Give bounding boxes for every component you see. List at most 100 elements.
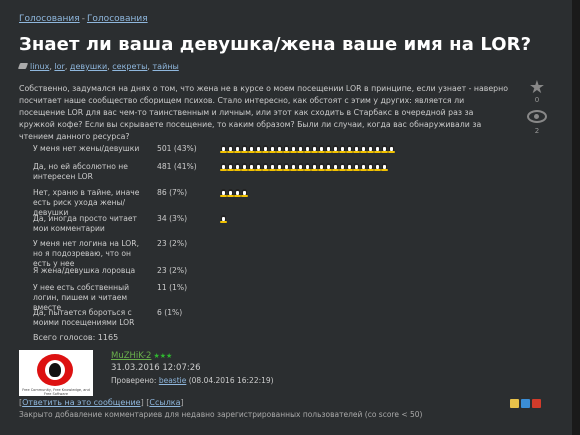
tux-icon — [262, 163, 269, 171]
tux-icon — [227, 145, 234, 153]
tux-icon — [388, 145, 395, 153]
tux-icon — [318, 163, 325, 171]
author-card: Free Community, Free Knowledge, and Free… — [19, 349, 549, 397]
tag-sekrety[interactable]: секреты — [112, 62, 148, 71]
tux-icon — [283, 163, 290, 171]
topic-actions: ★ 0 2 — [526, 77, 548, 135]
poll-option-count: 11 (1%) — [157, 283, 188, 292]
tux-icon — [381, 145, 388, 153]
tux-icon — [290, 163, 297, 171]
tag-lor[interactable]: lor — [54, 62, 65, 71]
poll-option-label: Да, пытается бороться с моими посещениям… — [33, 308, 135, 327]
tux-icon — [367, 163, 374, 171]
tag-devushki[interactable]: девушки — [69, 62, 108, 71]
topic-body: Собственно, задумался на днях о том, что… — [19, 84, 508, 141]
tux-icon — [269, 145, 276, 153]
breadcrumb-separator: - — [81, 14, 85, 24]
tux-icon — [332, 163, 339, 171]
poll-option-label: У нее есть собственный логин, пишем и чи… — [33, 283, 130, 312]
tux-icon — [325, 163, 332, 171]
author-link[interactable]: MuZHiK-2 — [111, 351, 152, 361]
juick-icon[interactable] — [510, 399, 519, 408]
tux-icon — [276, 163, 283, 171]
poll-option-count: 481 (41%) — [157, 162, 197, 171]
star-count: 0 — [534, 96, 540, 104]
poll-option-count: 501 (43%) — [157, 144, 197, 153]
tux-icon — [234, 189, 241, 197]
poll-option-label: Я жена/девушка лоровца — [33, 266, 136, 275]
poll-option-label: Да, иногда просто читает мои комментарии — [33, 214, 137, 233]
poll-option-count: 34 (3%) — [157, 214, 188, 223]
tux-icon — [220, 145, 227, 153]
tux-icon — [241, 145, 248, 153]
poll-option-label: Нет, храню в тайне, иначе есть риск уход… — [33, 188, 140, 217]
tux-icon — [318, 145, 325, 153]
comments-closed-note: Закрыто добавление комментариев для неда… — [19, 410, 423, 419]
tux-icon — [248, 163, 255, 171]
bracket-mid: ] [ — [140, 398, 150, 407]
star-icon[interactable]: ★ — [528, 77, 546, 98]
tux-icon — [220, 215, 227, 223]
reply-link[interactable]: Ответить на это сообщение — [22, 398, 141, 407]
tux-icon — [234, 163, 241, 171]
poll-bar — [220, 145, 395, 153]
tag-linux[interactable]: linux — [30, 62, 50, 71]
approver-link[interactable]: beastie — [158, 376, 187, 385]
tux-icon — [353, 145, 360, 153]
tux-icon — [332, 145, 339, 153]
tux-icon — [297, 163, 304, 171]
tag-tainy[interactable]: тайны — [152, 62, 179, 71]
tux-icon — [255, 145, 262, 153]
poll-option-count: 86 (7%) — [157, 188, 188, 197]
breadcrumb-link-polls-2[interactable]: Голосования — [86, 14, 148, 24]
tux-icon — [290, 145, 297, 153]
poll-option-label: Да, но ей абсолютно не интересен LOR — [33, 162, 128, 181]
bracket-close: ] — [180, 398, 184, 407]
tux-icon — [325, 145, 332, 153]
tux-icon — [304, 145, 311, 153]
poll-bar — [220, 215, 227, 223]
scrollbar[interactable] — [572, 0, 580, 435]
tux-icon — [339, 145, 346, 153]
tux-icon — [360, 163, 367, 171]
author-stars: ★★★ — [153, 352, 173, 360]
eye-icon[interactable] — [527, 110, 547, 123]
google-plus-icon[interactable] — [532, 399, 541, 408]
tux-icon — [346, 145, 353, 153]
tag-separator: , — [49, 62, 55, 71]
watch-count: 2 — [534, 127, 540, 135]
poll-total: Всего голосов: 1165 — [33, 333, 119, 342]
tag-list: linux, lor, девушки, секреты, тайны — [17, 62, 179, 71]
tux-icon — [360, 145, 367, 153]
tux-icon — [262, 145, 269, 153]
poll-option-label: У меня нет логина на LOR, но я подозрева… — [33, 239, 139, 268]
avatar-caption: Free Community, Free Knowledge, and Free… — [22, 388, 90, 396]
tux-icon — [283, 145, 290, 153]
page-title: Знает ли ваша девушка/жена ваше имя на L… — [19, 34, 532, 55]
author-line: MuZHiK-2 ★★★ — [111, 351, 172, 361]
post-date: 31.03.2016 12:07:26 — [111, 363, 201, 373]
tux-icon — [311, 145, 318, 153]
breadcrumb: Голосования - Голосования — [19, 14, 148, 24]
tux-icon — [269, 163, 276, 171]
tux-icon — [367, 145, 374, 153]
tag-separator: , — [64, 62, 70, 71]
breadcrumb-link-polls[interactable]: Голосования — [19, 14, 80, 24]
share-buttons — [510, 399, 541, 408]
approved-date: (08.04.2016 16:22:19) — [188, 376, 274, 385]
avatar: Free Community, Free Knowledge, and Free… — [19, 350, 93, 396]
poll-option-count: 23 (2%) — [157, 266, 188, 275]
tux-icon — [248, 145, 255, 153]
tux-icon — [241, 189, 248, 197]
poll-option-label: У меня нет жены/девушки — [33, 144, 140, 153]
twitter-icon[interactable] — [521, 399, 530, 408]
tux-icon — [241, 163, 248, 171]
tux-icon — [381, 163, 388, 171]
tux-icon — [220, 189, 227, 197]
bracket-open: [ — [19, 398, 23, 407]
tux-icon — [374, 145, 381, 153]
tux-icon — [227, 189, 234, 197]
permalink-link[interactable]: Ссылка — [149, 398, 181, 407]
tag-separator: , — [147, 62, 153, 71]
